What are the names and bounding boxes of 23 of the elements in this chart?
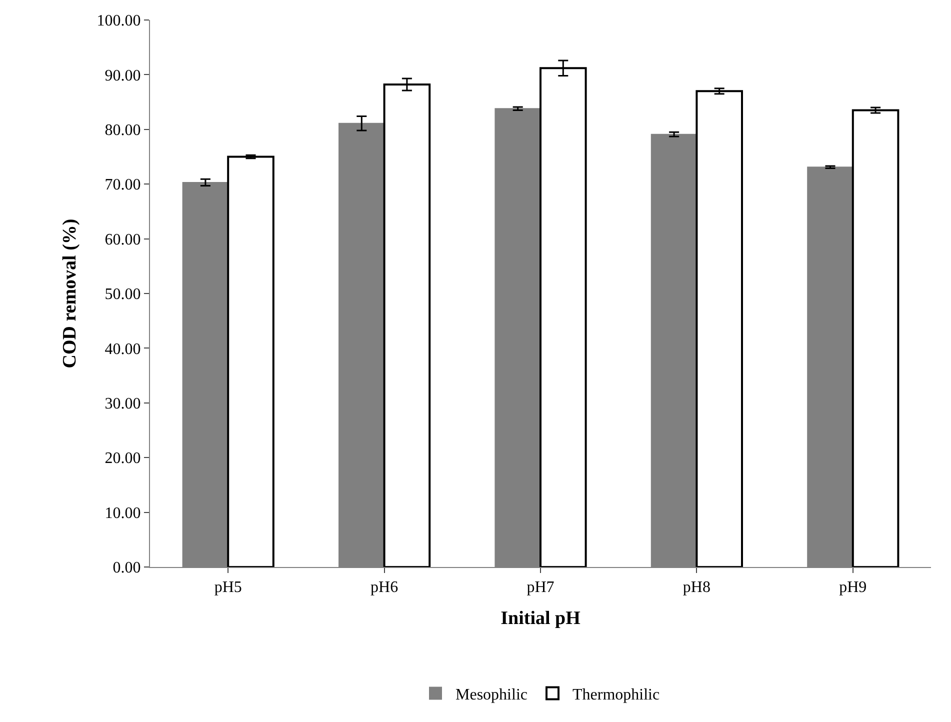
y-tick-label: 100.00	[96, 12, 141, 30]
legend-label: Mesophilic	[456, 686, 528, 704]
legend-label: Thermophilic	[572, 686, 660, 704]
y-tick-label: 20.00	[104, 450, 141, 468]
x-tick-label: pH5	[214, 579, 242, 596]
y-axis-title: COD removal (%)	[60, 218, 81, 368]
y-tick-label: 90.00	[104, 67, 141, 84]
y-tick-label: 70.00	[104, 176, 141, 194]
x-tick-label: pH7	[526, 579, 554, 596]
x-tick-label: pH6	[370, 579, 398, 596]
x-tick-label: pH9	[839, 579, 867, 596]
bar	[227, 156, 274, 567]
x-axis-title: Initial pH	[500, 608, 581, 629]
y-tick-label: 60.00	[104, 231, 141, 248]
bar	[852, 109, 900, 567]
y-tick-label: 80.00	[104, 122, 141, 139]
x-tick-label: pH8	[682, 579, 710, 596]
y-tick-label: 0.00	[112, 560, 141, 577]
y-tick-label: 50.00	[104, 286, 141, 304]
y-tick-label: 40.00	[104, 340, 141, 358]
y-tick-label: 30.00	[104, 396, 141, 412]
y-tick-label: 10.00	[104, 504, 141, 522]
bar	[696, 90, 743, 567]
